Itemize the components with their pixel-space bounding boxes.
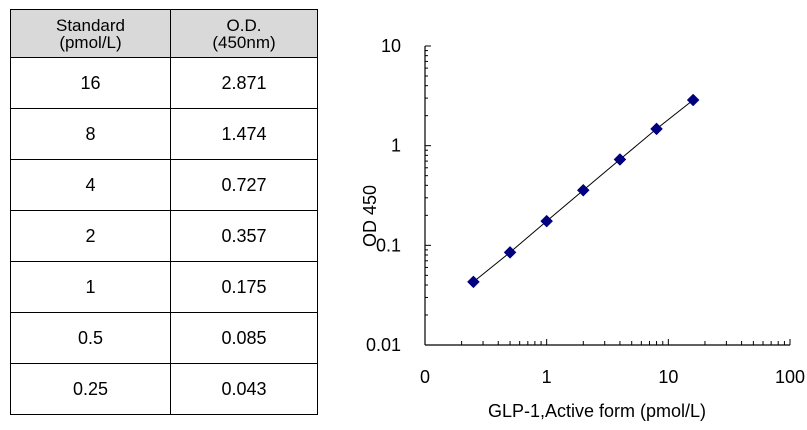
y-tick-label: 10 (381, 36, 401, 56)
y-axis-tick-labels: 10 1 0.1 0.01 (366, 36, 401, 355)
standard-cell: 0.5 (10, 312, 171, 364)
data-points-layer (467, 93, 700, 289)
table-header-row: Standard (pmol/L) O.D. (450nm) (10, 9, 318, 58)
table-row: 0.25 0.043 (10, 363, 318, 415)
y-tick-label: 0.01 (366, 335, 401, 355)
data-point-diamond (540, 214, 554, 228)
y-tick-label: 0.1 (376, 235, 401, 255)
y-axis-label: OD 450 (360, 185, 380, 247)
standard-cell: 0.25 (10, 363, 171, 415)
od-cell: 2.871 (170, 57, 318, 109)
standard-curve-chart: 10 1 0.1 0.01 0 1 10 100 OD 450 GLP-1,Active f… (360, 36, 805, 421)
od-cell: 0.357 (170, 210, 318, 262)
data-point-diamond (467, 275, 480, 289)
x-axis-label: GLP-1,Active form (pmol/L) (488, 401, 706, 421)
y-axis-ticks (425, 45, 431, 346)
data-point-diamond (503, 246, 517, 259)
standard-cell: 4 (10, 159, 171, 211)
x-tick-label: 1 (542, 367, 552, 387)
header-standard-line2: (pmol/L) (59, 32, 122, 52)
header-standard: Standard (pmol/L) (10, 9, 171, 58)
od-cell: 0.175 (170, 261, 318, 313)
od-cell: 1.474 (170, 108, 318, 160)
x-axis-tick-labels: 0 1 10 100 (420, 367, 805, 387)
od-cell: 0.043 (170, 363, 318, 415)
table-row: 8 1.474 (10, 108, 318, 160)
standard-cell: 1 (10, 261, 171, 313)
x-tick-label: 0 (420, 367, 430, 387)
table-row: 1 0.175 (10, 261, 318, 313)
data-point-diamond (576, 183, 590, 197)
standard-cell: 8 (10, 108, 171, 160)
standards-table: Standard (pmol/L) O.D. (450nm) 16 2.871 … (10, 9, 318, 415)
header-standard-line1: Standard (56, 15, 125, 35)
table-row: 2 0.357 (10, 210, 318, 262)
x-tick-label: 100 (775, 367, 805, 387)
standard-cell: 2 (10, 210, 171, 262)
data-point-diamond (613, 153, 627, 166)
table-row: 4 0.727 (10, 159, 318, 211)
od-cell: 0.085 (170, 312, 318, 364)
od-cell: 0.727 (170, 159, 318, 211)
header-od-line2: (450nm) (212, 32, 276, 52)
x-tick-label: 10 (658, 367, 678, 387)
y-tick-label: 1 (391, 136, 401, 156)
plot-frame (424, 46, 790, 346)
table-row: 0.5 0.085 (10, 312, 318, 364)
standard-cell: 16 (10, 57, 171, 109)
header-od-line1: O.D. (226, 15, 262, 35)
data-point-diamond (686, 93, 700, 107)
header-od: O.D. (450nm) (170, 9, 318, 58)
data-point-diamond (650, 122, 663, 136)
x-axis-ticks (424, 339, 791, 345)
table-row: 16 2.871 (10, 57, 318, 109)
